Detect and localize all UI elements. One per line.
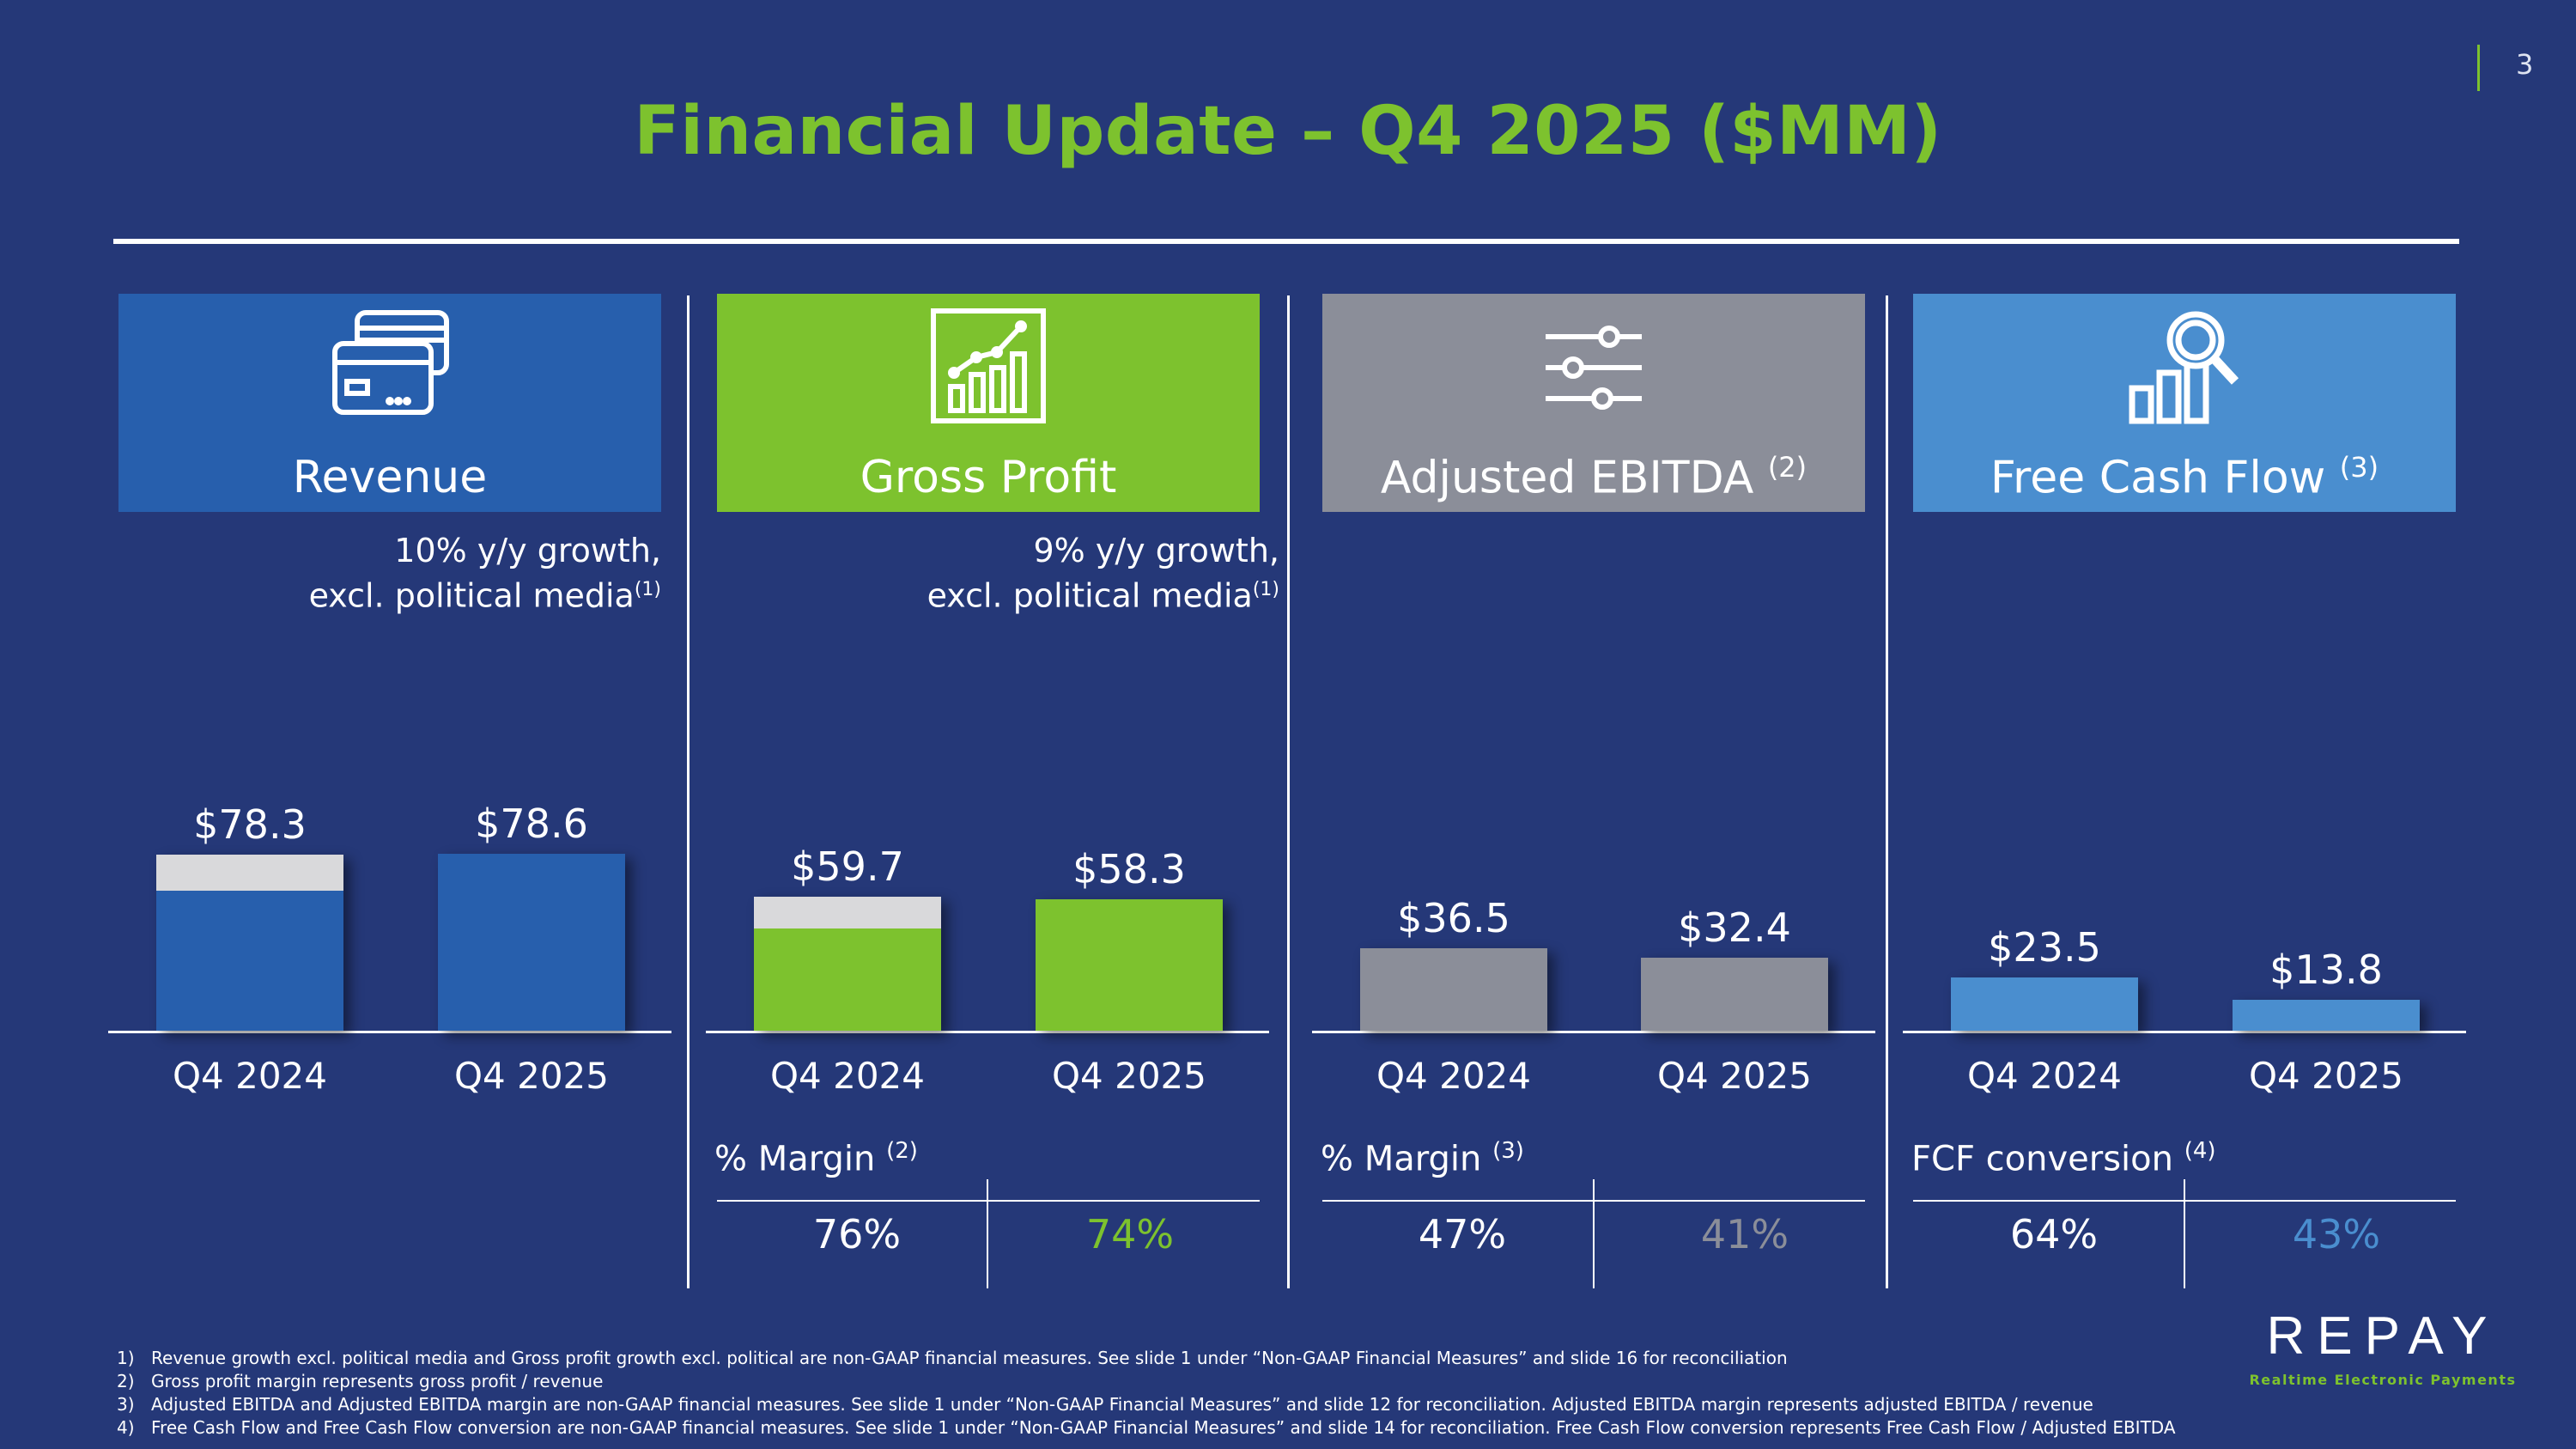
logo-wordmark: REPAY xyxy=(2266,1306,2500,1366)
repay-logo: REPAY Realtime Electronic Payments xyxy=(2241,1306,2524,1388)
footnote: 4) Free Cash Flow and Free Cash Flow conv… xyxy=(117,1417,2176,1438)
gross-margin-title: % Margin (2) xyxy=(714,1138,918,1179)
ebitda-margin-q4-2025: 41% xyxy=(1700,1211,1789,1257)
margin-rule xyxy=(717,1200,1260,1202)
title-rule xyxy=(113,239,2459,244)
gross-profit-category-label: Q4 2024 xyxy=(769,1055,926,1097)
free-cash-flow-header: Free Cash Flow (3) xyxy=(1913,294,2456,512)
ebitda-axis-line xyxy=(1312,1031,1875,1033)
panel-separator xyxy=(1287,295,1290,1288)
footnote: 2) Gross profit margin represents gross p… xyxy=(117,1371,604,1391)
adjusted-ebitda-value-label: $36.5 xyxy=(1397,895,1510,942)
panel-separator xyxy=(1886,295,1888,1288)
adjusted-ebitda-header: Adjusted EBITDA (2) xyxy=(1322,294,1865,512)
logo-tagline: Realtime Electronic Payments xyxy=(2249,1372,2517,1388)
free-cash-flow-label: Free Cash Flow (3) xyxy=(1990,450,2379,503)
adjusted-ebitda-bar-2 xyxy=(1641,958,1828,1031)
fcf-axis-line xyxy=(1903,1031,2466,1033)
footnotes: 1) Revenue growth excl. political media a… xyxy=(117,1347,2176,1440)
revenue-category-label: Q4 2024 xyxy=(172,1055,328,1097)
free-cash-flow-bar-2 xyxy=(2233,999,2420,1031)
gross-profit-political-media-segment xyxy=(754,896,941,928)
adjusted-ebitda-category-label: Q4 2025 xyxy=(1656,1055,1813,1097)
free-cash-flow-category-label: Q4 2025 xyxy=(2248,1055,2404,1097)
ebitda-margin-q4-2024: 47% xyxy=(1418,1211,1507,1257)
ebitda-margin-title: % Margin (3) xyxy=(1321,1138,1524,1179)
gross-profit-value-label: $58.3 xyxy=(1072,846,1186,893)
free-cash-flow-bar-1 xyxy=(1951,977,2138,1031)
revenue-header: Revenue xyxy=(118,294,661,512)
gross-profit-bar-2 xyxy=(1036,899,1223,1031)
magnifier-chart-icon xyxy=(2120,306,2249,438)
adjusted-ebitda-bar-1 xyxy=(1360,948,1547,1031)
margin-divider xyxy=(987,1179,988,1288)
adjusted-ebitda-label: Adjusted EBITDA (2) xyxy=(1380,450,1807,503)
free-cash-flow-value-label: $23.5 xyxy=(1988,924,2101,971)
fcf-conversion-title: FCF conversion (4) xyxy=(1911,1138,2216,1179)
gross-profit-header: Gross Profit xyxy=(717,294,1260,512)
adjusted-ebitda-category-label: Q4 2024 xyxy=(1376,1055,1532,1097)
revenue-axis-line xyxy=(108,1031,671,1033)
growth-chart-icon xyxy=(928,306,1048,429)
fcf-conversion-q4-2024: 64% xyxy=(2009,1211,2099,1257)
margin-divider xyxy=(1593,1179,1595,1288)
gross-profit-growth-note: 9% y/y growth, excl. political media(1) xyxy=(927,532,1279,615)
credit-card-icon xyxy=(330,306,450,429)
revenue-value-label: $78.3 xyxy=(193,801,307,848)
revenue-label: Revenue xyxy=(292,452,488,503)
footnote: 3) Adjusted EBITDA and Adjusted EBITDA ma… xyxy=(117,1394,2093,1415)
revenue-bar-2 xyxy=(438,854,625,1031)
gross-profit-value-label: $59.7 xyxy=(791,843,904,890)
free-cash-flow-value-label: $13.8 xyxy=(2269,946,2383,993)
revenue-political-media-segment xyxy=(156,854,343,892)
revenue-growth-note: 10% y/y growth, excl. political media(1) xyxy=(308,532,661,615)
gross-margin-q4-2025: 74% xyxy=(1085,1211,1175,1257)
sliders-icon xyxy=(1534,306,1654,429)
margin-divider xyxy=(2184,1179,2185,1288)
page-title: Financial Update – Q4 2025 ($MM) xyxy=(634,93,1942,170)
gross-profit-label: Gross Profit xyxy=(860,452,1117,503)
footnote: 1) Revenue growth excl. political media a… xyxy=(117,1348,1788,1368)
page-number-divider xyxy=(2477,45,2480,91)
panel-separator xyxy=(687,295,690,1288)
revenue-value-label: $78.6 xyxy=(475,801,588,848)
adjusted-ebitda-value-label: $32.4 xyxy=(1678,904,1791,952)
free-cash-flow-category-label: Q4 2024 xyxy=(1966,1055,2123,1097)
gross-margin-q4-2024: 76% xyxy=(812,1211,902,1257)
gross-profit-category-label: Q4 2025 xyxy=(1051,1055,1207,1097)
fcf-conversion-q4-2025: 43% xyxy=(2292,1211,2381,1257)
revenue-bar-1 xyxy=(156,854,343,1031)
revenue-category-label: Q4 2025 xyxy=(453,1055,610,1097)
gross-profit-bar-1 xyxy=(754,896,941,1031)
gross-profit-axis-line xyxy=(706,1031,1269,1033)
page-number: 3 xyxy=(2516,48,2534,81)
